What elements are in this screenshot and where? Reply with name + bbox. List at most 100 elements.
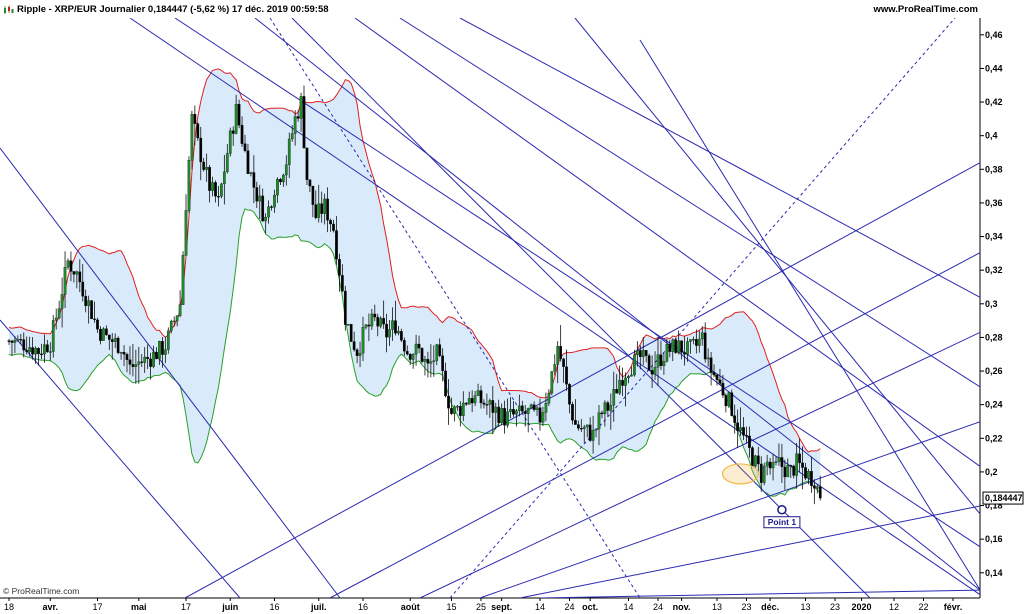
candle xyxy=(574,399,577,425)
candle xyxy=(414,334,418,366)
candle-body xyxy=(695,339,698,346)
y-tick-label: 0,28 xyxy=(985,332,1003,342)
candle-body xyxy=(370,313,374,327)
candle-body xyxy=(777,457,781,462)
candlestick-chart-icon xyxy=(4,5,14,14)
candle xyxy=(60,277,64,328)
candle-body xyxy=(196,123,200,139)
x-tick-label: 23 xyxy=(830,602,840,612)
candle xyxy=(665,338,669,363)
candle-body xyxy=(597,412,601,430)
candle xyxy=(562,357,565,383)
candle-body xyxy=(158,341,161,360)
candle-body xyxy=(252,172,256,188)
x-tick-label: 17 xyxy=(181,602,191,612)
candle-body xyxy=(287,138,291,165)
candle xyxy=(66,258,70,270)
candle xyxy=(813,479,816,505)
candle-body xyxy=(609,404,613,411)
candle xyxy=(762,462,766,486)
highlight-ellipse xyxy=(721,463,760,485)
candle xyxy=(397,325,400,336)
candle xyxy=(93,301,96,323)
candle-body xyxy=(394,320,397,334)
candle xyxy=(730,389,734,417)
candle xyxy=(647,353,651,371)
candle xyxy=(765,454,769,476)
candle-body xyxy=(110,339,114,342)
candle xyxy=(146,344,149,370)
candle xyxy=(759,456,763,492)
candle-body xyxy=(603,402,607,415)
candle-body xyxy=(220,183,223,197)
candle-body xyxy=(146,356,149,359)
candle-body xyxy=(751,447,754,467)
candle-body xyxy=(161,341,164,355)
candle-body xyxy=(72,271,76,275)
candle xyxy=(367,313,371,342)
candle xyxy=(57,300,61,320)
candle xyxy=(815,484,819,494)
y-tick-label: 0,34 xyxy=(985,232,1003,242)
candle xyxy=(323,193,327,225)
candle xyxy=(500,403,504,426)
candle xyxy=(621,367,624,396)
candle xyxy=(627,374,630,384)
candle-body xyxy=(16,339,20,341)
gann-line-12 xyxy=(519,505,980,598)
candle-body xyxy=(441,355,445,372)
candle xyxy=(228,127,232,157)
x-tick-label: août xyxy=(401,602,420,612)
candle xyxy=(158,340,161,365)
gann-line-10 xyxy=(419,331,980,598)
x-tick-label: 25 xyxy=(476,602,486,612)
candle-body xyxy=(762,465,766,483)
candle-body xyxy=(60,294,64,309)
candle xyxy=(358,341,362,368)
x-tick-label: 13 xyxy=(800,602,810,612)
gann-line-6 xyxy=(0,147,341,598)
candle xyxy=(90,299,93,320)
candle xyxy=(270,205,273,211)
candle-body xyxy=(273,194,276,208)
candle-body xyxy=(349,324,353,342)
candle-body xyxy=(172,320,176,323)
candle-body xyxy=(680,340,683,353)
candle xyxy=(107,334,111,350)
candle-body xyxy=(202,161,206,170)
candle xyxy=(795,442,799,489)
gann-dashed-line-0 xyxy=(269,18,641,598)
candle-body xyxy=(281,174,285,183)
gann-line-1 xyxy=(174,18,980,548)
candle-body xyxy=(464,402,468,405)
x-axis: 18 avr. 17 mai 17 juin 16 juil. 16 août 15 25 sept. 1… xyxy=(4,598,962,612)
y-tick-label: 0,24 xyxy=(985,400,1003,410)
candle xyxy=(588,417,592,442)
candle xyxy=(609,393,613,430)
point-1-marker[interactable] xyxy=(777,504,787,515)
candle-body xyxy=(355,349,359,356)
candle-body xyxy=(435,344,439,361)
candle xyxy=(317,184,321,223)
candle-body xyxy=(31,347,34,355)
candle-body xyxy=(391,320,394,330)
candle-body xyxy=(284,164,288,176)
candle-body xyxy=(255,187,259,202)
candle-body xyxy=(456,406,459,408)
candle xyxy=(187,156,191,214)
candle-body xyxy=(497,406,501,423)
x-tick-label: 17 xyxy=(92,602,102,612)
candle xyxy=(181,251,185,306)
candle xyxy=(388,319,391,346)
candle-body xyxy=(795,453,799,476)
candle-body xyxy=(107,334,111,340)
candle-body xyxy=(727,392,731,407)
candle xyxy=(279,177,282,185)
candle xyxy=(447,379,450,425)
candle-body xyxy=(512,409,515,415)
candle-body xyxy=(786,465,790,478)
candle-body xyxy=(647,355,651,371)
candle xyxy=(96,317,99,333)
candle xyxy=(217,186,220,207)
